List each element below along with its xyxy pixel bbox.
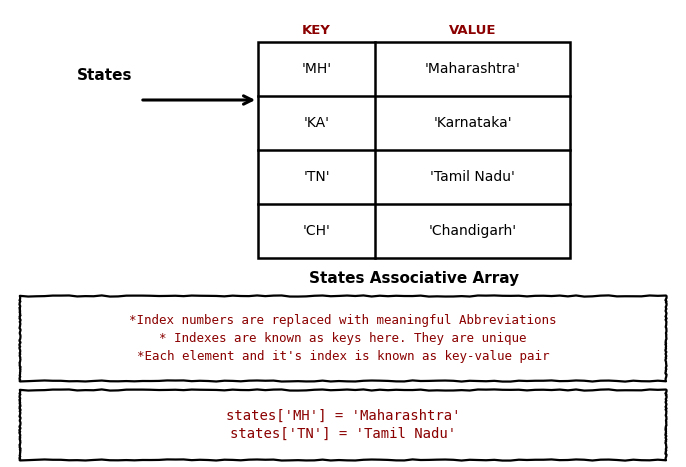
- Text: *Index numbers are replaced with meaningful Abbreviations: *Index numbers are replaced with meaning…: [129, 314, 557, 327]
- Text: * Indexes are known as keys here. They are unique: * Indexes are known as keys here. They a…: [159, 332, 527, 345]
- Text: states['MH'] = 'Maharashtra': states['MH'] = 'Maharashtra': [226, 409, 460, 423]
- Text: 'Chandigarh': 'Chandigarh': [429, 224, 517, 238]
- Text: 'Tamil Nadu': 'Tamil Nadu': [430, 170, 515, 184]
- Bar: [258, 42, 570, 258]
- Text: States Associative Array: States Associative Array: [309, 270, 519, 285]
- Text: 'KA': 'KA': [303, 116, 329, 130]
- Text: 'TN': 'TN': [303, 170, 330, 184]
- Text: States: States: [78, 68, 133, 83]
- Text: *Each element and it's index is known as key-value pair: *Each element and it's index is known as…: [137, 350, 549, 363]
- Text: 'CH': 'CH': [303, 224, 331, 238]
- Text: 'Karnataka': 'Karnataka': [433, 116, 512, 130]
- Bar: [20, 296, 666, 381]
- Text: states['TN'] = 'Tamil Nadu': states['TN'] = 'Tamil Nadu': [230, 427, 456, 441]
- Text: VALUE: VALUE: [449, 23, 496, 36]
- Text: 'Maharashtra': 'Maharashtra': [425, 62, 521, 76]
- Bar: [20, 390, 666, 460]
- Text: KEY: KEY: [302, 23, 331, 36]
- Text: 'MH': 'MH': [301, 62, 331, 76]
